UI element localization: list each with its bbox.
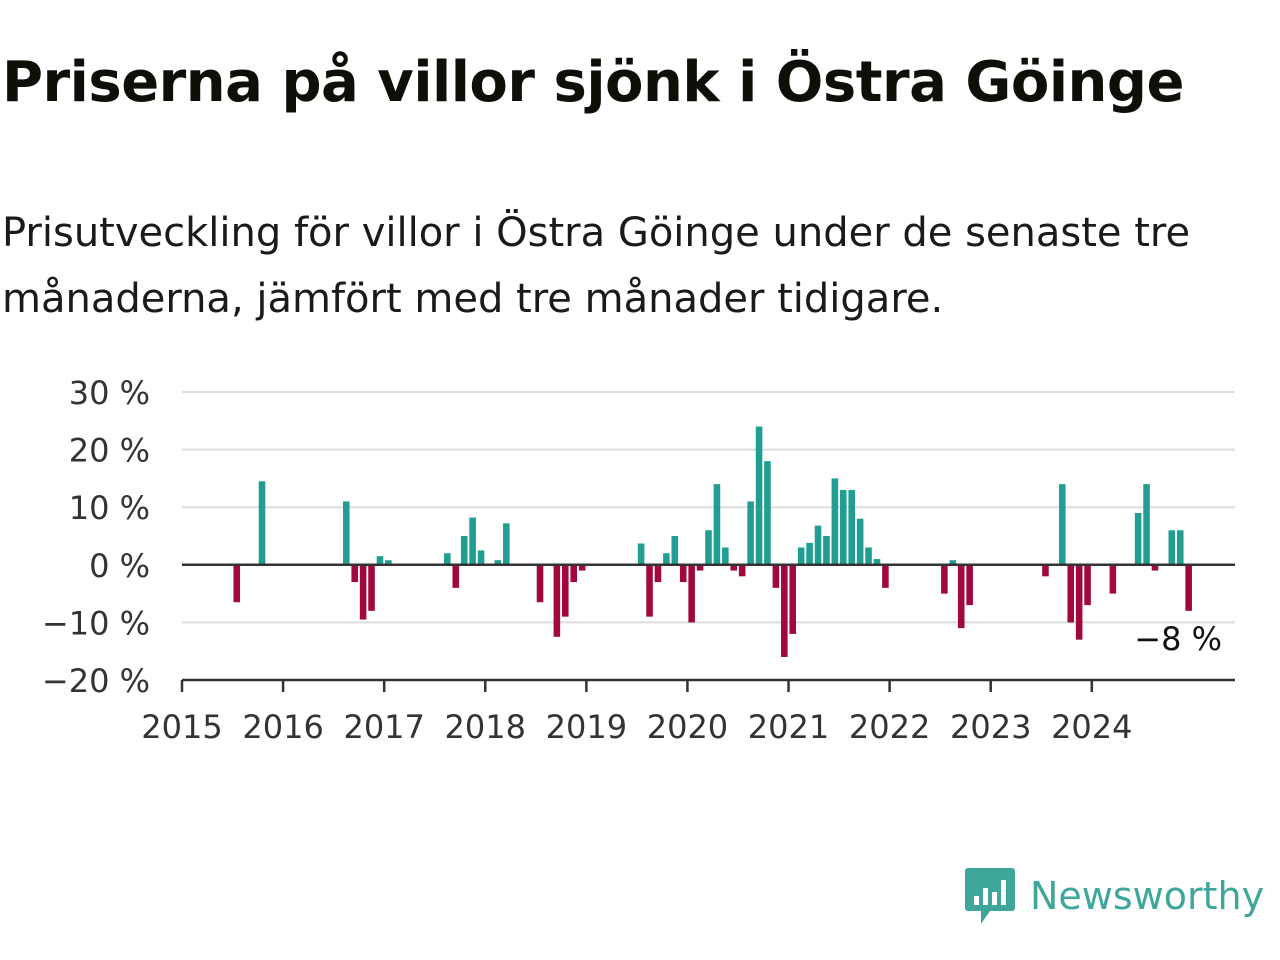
bar — [856, 518, 864, 565]
y-tick-label: 20 % — [69, 432, 150, 470]
bar — [578, 564, 586, 571]
bar — [957, 564, 965, 629]
bar — [258, 481, 266, 565]
x-tick-label: 2024 — [1051, 708, 1132, 746]
bar — [814, 525, 822, 565]
axes — [182, 563, 1235, 682]
bar — [1042, 564, 1049, 577]
bar — [1075, 564, 1083, 640]
y-tick-label: −10 % — [42, 604, 150, 642]
bar — [873, 559, 881, 565]
bar — [654, 564, 662, 583]
bar — [368, 564, 375, 611]
chart-title: Priserna på villor sjönk i Östra Göinge — [2, 50, 1184, 115]
bar — [966, 564, 973, 606]
bar — [696, 564, 704, 571]
gridlines — [182, 391, 1235, 624]
x-tick-label: 2015 — [141, 708, 222, 746]
bar — [840, 489, 847, 565]
bar — [460, 536, 468, 565]
bar — [477, 550, 485, 565]
bar — [376, 556, 384, 565]
bar — [713, 484, 721, 565]
bar — [865, 547, 872, 565]
bar — [1084, 564, 1091, 606]
bar — [747, 501, 754, 565]
bar-chart: 30 %20 %10 %0 %−10 %−20 % 2015 2016 2017 20… — [42, 374, 1235, 746]
bar — [637, 543, 645, 565]
bar — [1185, 564, 1192, 611]
bar — [469, 517, 476, 565]
bar — [764, 461, 771, 565]
bar — [351, 564, 358, 583]
bar — [823, 536, 830, 565]
y-tick-label: 0 % — [89, 547, 150, 585]
bar — [1109, 564, 1117, 594]
newsworthy-logo-icon — [965, 868, 1015, 924]
bar — [342, 501, 350, 565]
bar — [1176, 530, 1184, 565]
bar — [1059, 484, 1066, 565]
bar — [730, 564, 738, 571]
bar — [1151, 564, 1159, 571]
bar — [1168, 530, 1176, 565]
bar — [1143, 484, 1150, 565]
bar — [848, 489, 855, 565]
x-tick-label: 2016 — [242, 708, 323, 746]
x-tick-label: 2023 — [950, 708, 1031, 746]
bar — [755, 426, 763, 565]
bar — [671, 536, 679, 565]
x-tick-label: 2019 — [546, 708, 627, 746]
bar — [882, 564, 889, 588]
bar — [452, 564, 460, 588]
y-tick-label: 30 % — [69, 374, 150, 412]
y-tick-label: −20 % — [42, 662, 150, 700]
bar — [688, 564, 695, 623]
last-value-label: −8 % — [1134, 620, 1222, 658]
bar — [359, 564, 367, 620]
bar — [738, 564, 746, 577]
bar — [646, 564, 653, 617]
bar — [562, 564, 569, 617]
bar — [789, 564, 797, 634]
brand: Newsworthy — [964, 866, 1264, 926]
bar — [806, 542, 813, 565]
brand-name: Newsworthy — [1030, 874, 1265, 918]
bar — [705, 530, 712, 565]
bar — [722, 547, 729, 565]
bar — [536, 564, 544, 603]
bar — [831, 478, 839, 565]
bar — [941, 564, 948, 594]
chart-subtitle: Prisutveckling för villor i Östra Göinge… — [2, 210, 1191, 322]
bar — [797, 547, 805, 565]
x-axis-tick-labels: 2015 2016 2017 2018 2019 2020 2021 2022 2023 2024 — [141, 680, 1133, 746]
bar — [233, 564, 241, 603]
bar — [663, 553, 670, 565]
bar — [949, 560, 957, 565]
y-axis-tick-labels: 30 % 20 % 10 % 0 % −10 % −20 % — [42, 374, 150, 700]
bar — [781, 564, 788, 657]
bar — [385, 560, 392, 565]
bar — [1067, 564, 1075, 623]
bar — [444, 553, 451, 565]
bar — [570, 564, 577, 583]
x-tick-label: 2021 — [748, 708, 829, 746]
bars — [233, 426, 1192, 657]
bar — [1134, 512, 1142, 565]
x-tick-label: 2017 — [343, 708, 424, 746]
x-tick-label: 2018 — [445, 708, 526, 746]
bar — [772, 564, 780, 588]
bar — [494, 560, 502, 565]
bar — [503, 523, 510, 565]
bar — [553, 564, 561, 637]
x-tick-label: 2022 — [849, 708, 930, 746]
y-tick-label: 10 % — [69, 489, 150, 527]
bar — [679, 564, 687, 583]
x-tick-label: 2020 — [647, 708, 728, 746]
